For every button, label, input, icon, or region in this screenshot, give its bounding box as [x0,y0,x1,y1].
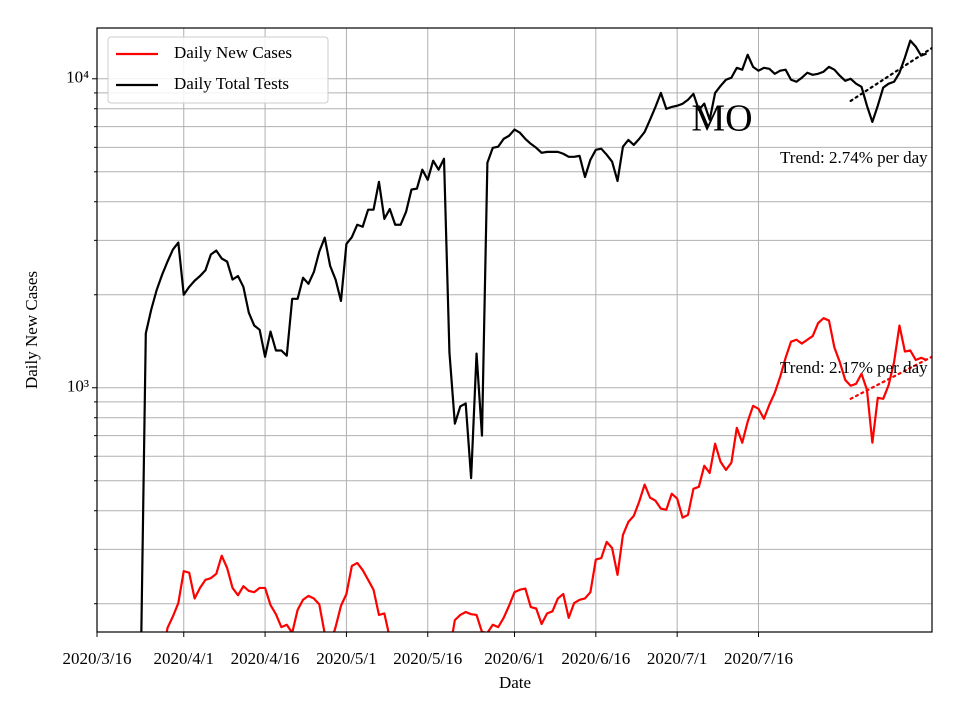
x-tick-label: 2020/4/1 [154,649,214,668]
x-tick-label: 2020/6/16 [561,649,630,668]
x-tick-label: 2020/6/1 [484,649,544,668]
grid [96,28,932,632]
series-line [140,39,927,632]
x-tick-label: 2020/7/16 [724,649,793,668]
trend-label: Trend: 2.17% per day [780,358,928,377]
annotation: MO [691,98,752,140]
legend-label: Daily Total Tests [174,74,289,93]
legend-box [107,36,329,104]
y-tick-label: 10³ [67,377,89,396]
y-tick-label: 10⁴ [66,68,89,87]
ticks: 10³ 10⁴ 2020/3/16 2020/4/1 2020/4/16 2020/5/1… [63,68,793,668]
trend-label: Trend: 2.74% per day [780,148,928,167]
x-tick-label: 2020/5/16 [393,649,462,668]
x-tick-label: 2020/3/16 [63,649,132,668]
plot-area [140,39,932,632]
y-axis-label: Daily New Cases [22,271,41,389]
series-line [165,317,927,632]
trend-line [849,46,932,103]
x-tick-label: 2020/7/1 [647,649,707,668]
legend: Daily New Cases Daily Total Tests [107,36,329,104]
legend-label: Daily New Cases [174,43,292,62]
x-tick-label: 2020/4/16 [231,649,300,668]
x-axis-label: Date [499,673,531,692]
x-tick-label: 2020/5/1 [316,649,376,668]
